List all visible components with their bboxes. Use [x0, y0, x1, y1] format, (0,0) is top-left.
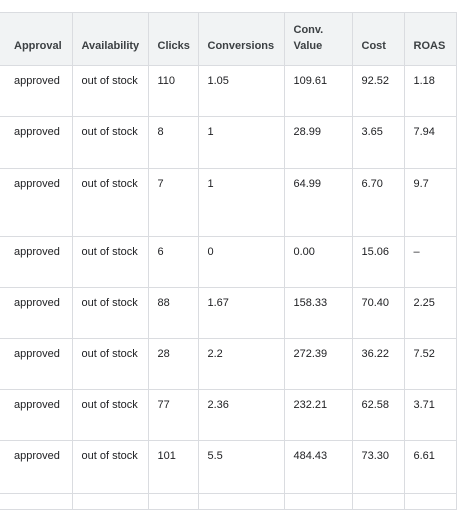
cell-empty	[351, 493, 405, 510]
cell-conv-value: 158.33	[283, 287, 353, 339]
table-row[interactable]: approved out of stock 6 0 0.00 15.06 –	[0, 236, 457, 288]
cell-empty	[71, 493, 149, 510]
cell-cost: 70.40	[351, 287, 405, 339]
cell-empty	[0, 493, 73, 510]
cell-clicks: 7	[147, 168, 199, 237]
cell-conversions: 2.36	[197, 389, 285, 441]
cell-conversions: 1	[197, 168, 285, 237]
cell-empty	[283, 493, 353, 510]
cell-conversions: 1.05	[197, 65, 285, 117]
conv-value-header-line2: Value	[293, 40, 323, 52]
cell-conversions: 0	[197, 236, 285, 288]
cell-cost: 3.65	[351, 116, 405, 169]
products-table: Approval Availability Clicks Conversions…	[0, 12, 457, 510]
cell-availability: out of stock	[71, 168, 149, 237]
column-header-approval[interactable]: Approval	[0, 12, 73, 66]
header-row: Approval Availability Clicks Conversions…	[0, 12, 457, 66]
cell-availability: out of stock	[71, 65, 149, 117]
cell-approval: approved	[0, 287, 73, 339]
cell-clicks: 6	[147, 236, 199, 288]
products-table-container: Approval Availability Clicks Conversions…	[0, 12, 459, 510]
table-row[interactable]: approved out of stock 101 5.5 484.43 73.…	[0, 440, 457, 494]
cell-clicks: 88	[147, 287, 199, 339]
conv-value-header-line1: Conv.	[293, 24, 324, 36]
table-row[interactable]: approved out of stock 88 1.67 158.33 70.…	[0, 287, 457, 339]
cell-availability: out of stock	[71, 338, 149, 390]
table-row[interactable]: approved out of stock 77 2.36 232.21 62.…	[0, 389, 457, 441]
column-header-cost[interactable]: Cost	[351, 12, 405, 66]
table-row-partial	[0, 493, 457, 510]
cell-conv-value: 272.39	[283, 338, 353, 390]
cell-roas: 7.94	[403, 116, 457, 169]
cell-availability: out of stock	[71, 236, 149, 288]
cell-conv-value: 109.61	[283, 65, 353, 117]
cell-clicks: 28	[147, 338, 199, 390]
cell-conv-value: 64.99	[283, 168, 353, 237]
cell-clicks: 77	[147, 389, 199, 441]
cell-availability: out of stock	[71, 440, 149, 494]
cell-empty	[197, 493, 285, 510]
cell-clicks: 8	[147, 116, 199, 169]
cell-roas: 1.18	[403, 65, 457, 117]
table-row[interactable]: approved out of stock 110 1.05 109.61 92…	[0, 65, 457, 117]
cell-roas: 3.71	[403, 389, 457, 441]
column-header-clicks[interactable]: Clicks	[147, 12, 199, 66]
cell-availability: out of stock	[71, 389, 149, 441]
cell-cost: 92.52	[351, 65, 405, 117]
cell-roas: 7.52	[403, 338, 457, 390]
cell-conversions: 5.5	[197, 440, 285, 494]
cell-clicks: 101	[147, 440, 199, 494]
cell-conv-value: 0.00	[283, 236, 353, 288]
table-header: Approval Availability Clicks Conversions…	[0, 12, 457, 66]
cell-approval: approved	[0, 338, 73, 390]
table-row[interactable]: approved out of stock 7 1 64.99 6.70 9.7	[0, 168, 457, 237]
cell-approval: approved	[0, 389, 73, 441]
cell-cost: 62.58	[351, 389, 405, 441]
cell-roas: 6.61	[403, 440, 457, 494]
cell-cost: 6.70	[351, 168, 405, 237]
cell-conversions: 2.2	[197, 338, 285, 390]
cell-approval: approved	[0, 440, 73, 494]
cell-conversions: 1	[197, 116, 285, 169]
cell-roas: 9.7	[403, 168, 457, 237]
cell-availability: out of stock	[71, 116, 149, 169]
column-header-availability[interactable]: Availability	[71, 12, 149, 66]
column-header-conversions[interactable]: Conversions	[197, 12, 285, 66]
cell-conversions: 1.67	[197, 287, 285, 339]
cell-approval: approved	[0, 236, 73, 288]
column-header-roas[interactable]: ROAS	[403, 12, 457, 66]
cell-conv-value: 484.43	[283, 440, 353, 494]
table-body: approved out of stock 110 1.05 109.61 92…	[0, 65, 457, 510]
table-row[interactable]: approved out of stock 8 1 28.99 3.65 7.9…	[0, 116, 457, 169]
cell-empty	[403, 493, 457, 510]
cell-approval: approved	[0, 65, 73, 117]
cell-approval: approved	[0, 168, 73, 237]
cell-availability: out of stock	[71, 287, 149, 339]
cell-cost: 36.22	[351, 338, 405, 390]
cell-conv-value: 28.99	[283, 116, 353, 169]
cell-roas: –	[403, 236, 457, 288]
cell-roas: 2.25	[403, 287, 457, 339]
cell-cost: 15.06	[351, 236, 405, 288]
column-header-conv-value[interactable]: Conv. Value	[283, 12, 353, 66]
cell-approval: approved	[0, 116, 73, 169]
cell-conv-value: 232.21	[283, 389, 353, 441]
cell-cost: 73.30	[351, 440, 405, 494]
cell-clicks: 110	[147, 65, 199, 117]
table-row[interactable]: approved out of stock 28 2.2 272.39 36.2…	[0, 338, 457, 390]
cell-empty	[147, 493, 199, 510]
